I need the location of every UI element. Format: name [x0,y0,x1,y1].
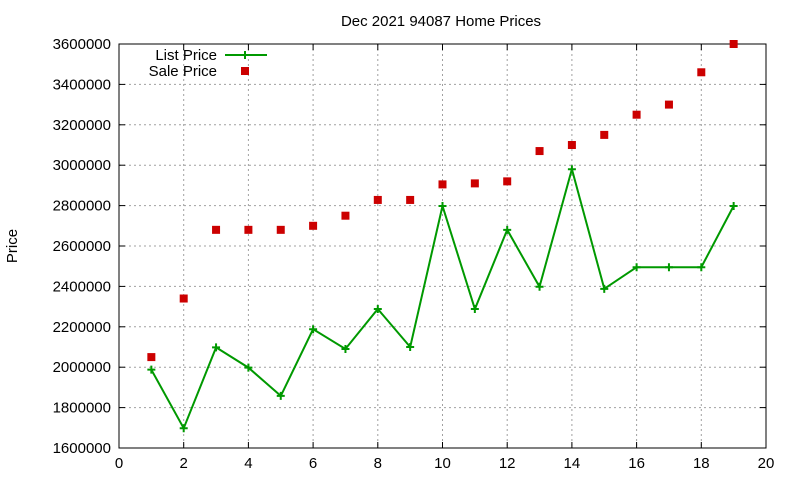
data-point [503,225,512,234]
x-tick-label: 6 [309,455,317,472]
data-point [341,345,350,354]
data-point [212,225,221,234]
data-point [438,202,447,211]
x-tick-label: 16 [628,455,645,472]
data-point [244,225,253,234]
data-point [535,282,544,291]
x-tick-label: 18 [693,455,710,472]
data-point [244,363,253,372]
data-point [212,343,221,352]
data-point [309,325,318,334]
y-tick-label: 1600000 [53,440,111,457]
y-tick-label: 3600000 [53,36,111,53]
y-tick-label: 3000000 [53,157,111,174]
series-layer [147,40,738,433]
data-point [276,391,285,400]
x-tick-label: 12 [499,455,516,472]
data-point [567,165,576,174]
data-point [470,305,479,314]
data-point [179,424,188,433]
data-point [503,177,512,186]
y-tick-label: 2200000 [53,319,111,336]
ticks-layer: 0 2 4 6 8 10 12 14 16 18 20 1600000 1800000 2000000 22… [53,36,775,472]
legend-label-sale-price: Sale Price [149,63,217,80]
legend-marker-sale-price [241,67,249,75]
data-point [147,365,156,374]
legend-marker-list-price [241,51,249,59]
y-tick-label: 2400000 [53,278,111,295]
legend: List Price Sale Price [149,47,267,80]
data-point [147,353,156,362]
grid-layer [119,44,766,448]
data-point [697,68,706,77]
data-point [664,263,673,272]
data-point [406,195,415,204]
legend-label-list-price: List Price [155,47,217,64]
data-point [179,294,188,303]
data-point [664,100,673,109]
data-point [697,263,706,272]
data-point [535,147,544,156]
y-tick-label: 3400000 [53,76,111,93]
series-list-price [147,165,738,433]
y-tick-label: 1800000 [53,400,111,417]
data-point [309,221,318,230]
y-axis-label: Price [4,229,21,263]
data-point [600,284,609,293]
x-tick-label: 4 [244,455,252,472]
y-tick-label: 2800000 [53,198,111,215]
data-point [632,263,641,272]
x-tick-label: 2 [180,455,188,472]
data-point [406,343,415,351]
data-point [373,305,382,314]
data-point [373,195,382,204]
x-tick-label: 0 [115,455,123,472]
data-point [567,141,576,149]
data-point [729,40,738,48]
data-point [276,225,285,234]
series-sale-price [147,40,738,362]
y-tick-label: 3200000 [53,117,111,134]
data-point [341,211,350,220]
x-tick-label: 8 [374,455,382,472]
data-point [632,110,641,119]
chart-title: Dec 2021 94087 Home Prices [341,13,541,30]
y-tick-label: 2000000 [53,359,111,376]
data-point [600,130,609,139]
x-tick-label: 10 [434,455,451,472]
x-tick-label: 14 [564,455,581,472]
data-point [438,180,447,189]
data-point [470,179,479,188]
data-point [729,202,738,211]
y-tick-label: 2600000 [53,238,111,255]
x-tick-label: 20 [758,455,775,472]
